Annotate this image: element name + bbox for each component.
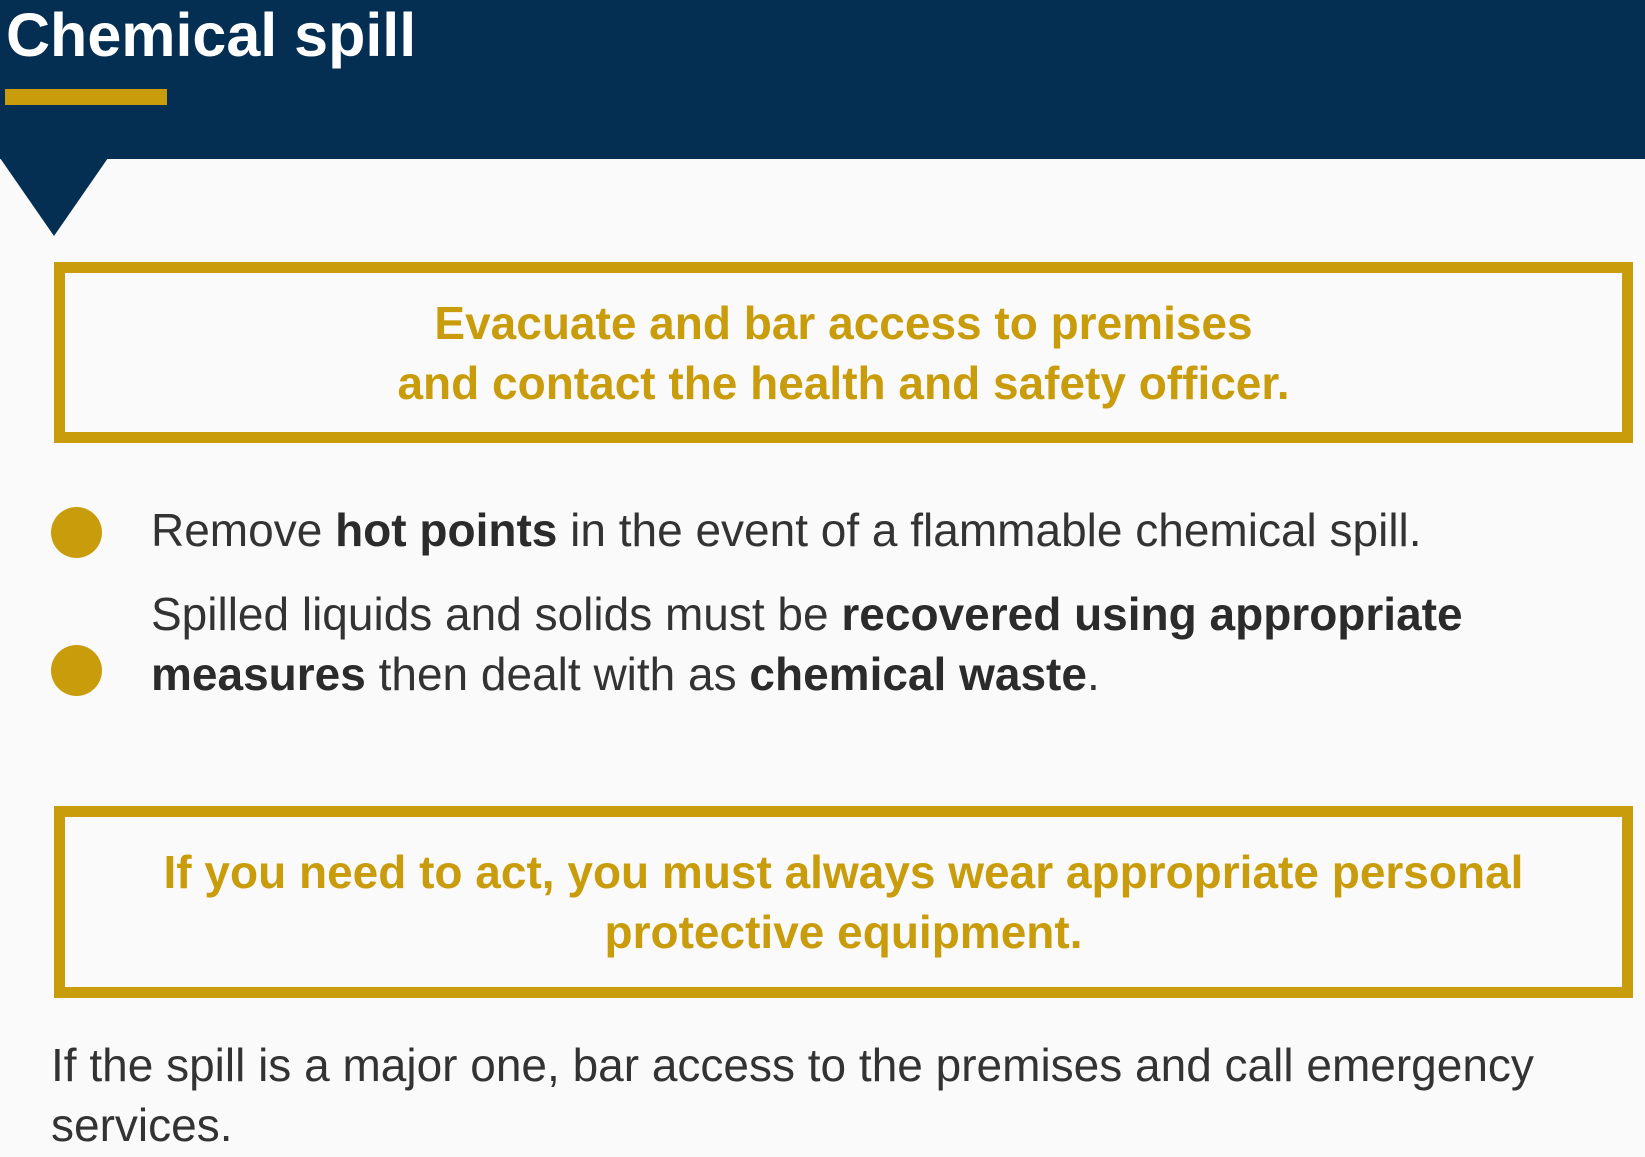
list-item-recover-spill: Spilled liquids and solids must be recov… [151, 584, 1621, 704]
item-text-segment: . [1086, 648, 1100, 700]
callout-ppe: If you need to act, you must always wear… [54, 806, 1633, 998]
item-text-segment: in the event of a flammable chemical spi… [557, 504, 1422, 556]
item-emphasis: hot points [335, 504, 558, 556]
callout-evacuate-line-2: and contact the health and safety office… [397, 356, 1290, 409]
item-emphasis: recovered using appropriate measures [151, 588, 1463, 700]
item-text-segment: then dealt with as [365, 648, 750, 700]
bullet-dot-icon [51, 645, 102, 696]
callout-evacuate-text: Evacuate and bar access to premises and … [397, 293, 1289, 413]
bullet-dot-icon [51, 507, 102, 558]
item-emphasis: chemical waste [749, 648, 1087, 700]
item-text-segment: Remove [151, 504, 336, 556]
major-spill-note: If the spill is a major one, bar access … [51, 1039, 1534, 1151]
callout-ppe-text: If you need to act, you must always wear… [163, 846, 1524, 958]
item-text-segment: Spilled liquids and solids must be [151, 588, 842, 640]
list-item-hot-points: Remove hot points in the event of a flam… [151, 500, 1422, 560]
page-title: Chemical spill [6, 1, 417, 69]
page-header: Chemical spill [0, 0, 1645, 159]
callout-evacuate: Evacuate and bar access to premises and … [54, 262, 1633, 443]
header-pointer [0, 158, 108, 236]
title-underline [5, 89, 167, 105]
callout-evacuate-line-1: Evacuate and bar access to premises [434, 296, 1253, 349]
